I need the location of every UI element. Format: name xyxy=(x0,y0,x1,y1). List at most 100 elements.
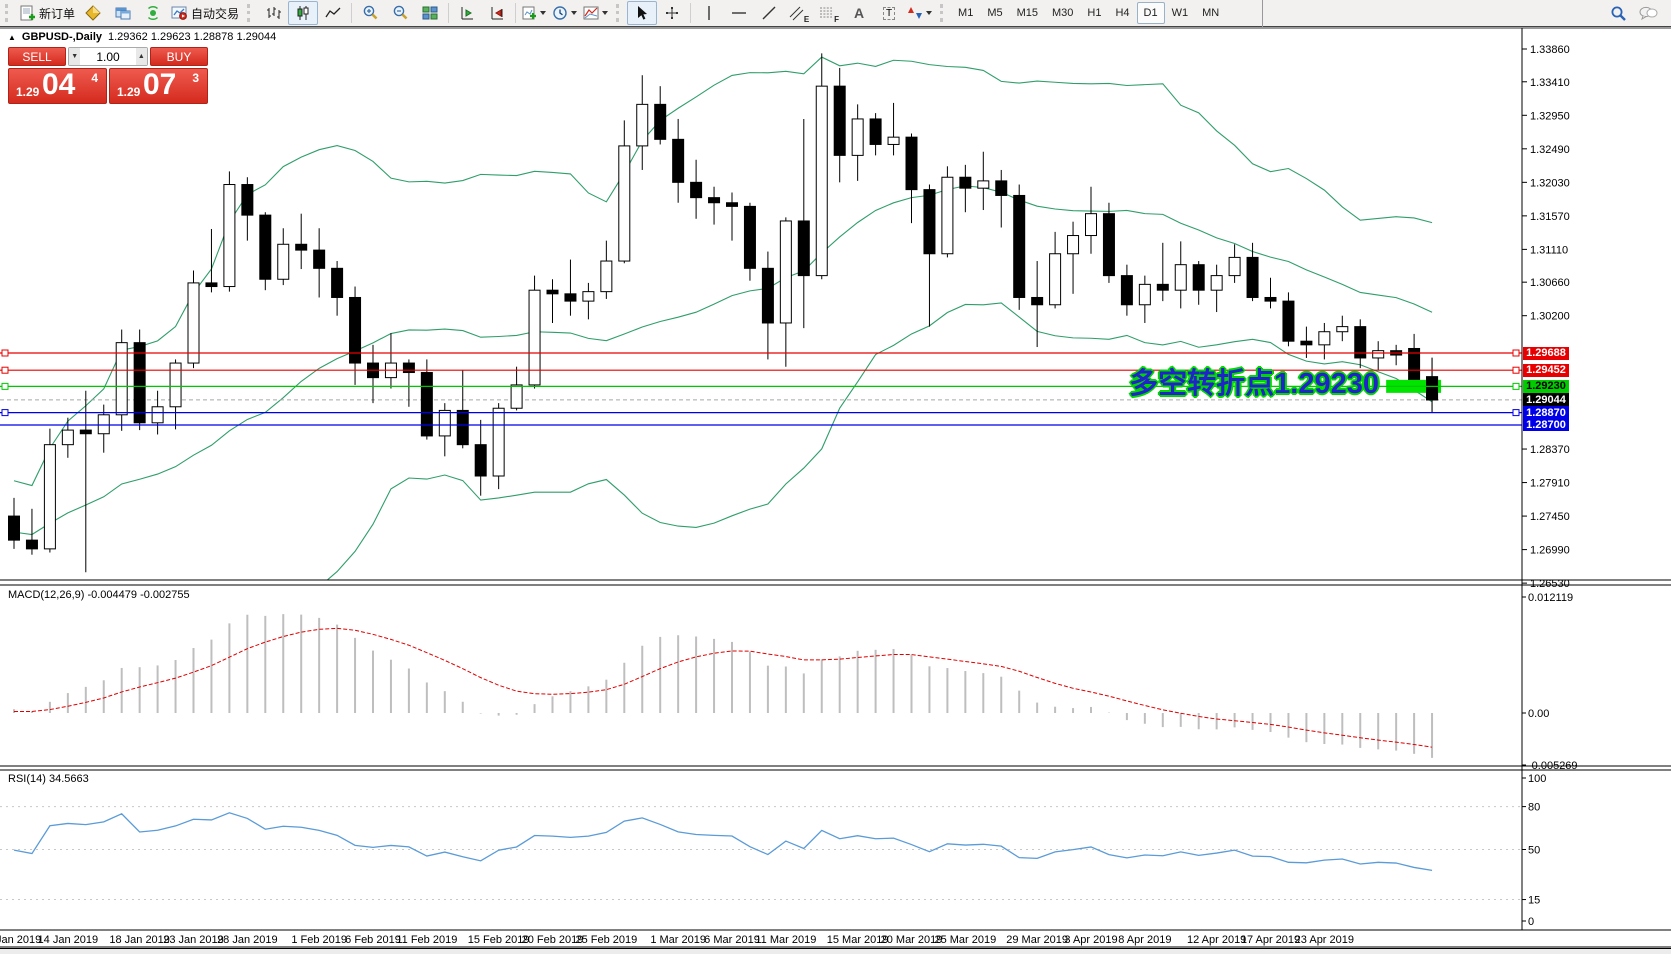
search-button[interactable] xyxy=(1603,1,1633,25)
timeframe-button-h1[interactable]: H1 xyxy=(1087,7,1102,19)
text-icon: A xyxy=(853,5,865,21)
crosshair-button[interactable] xyxy=(657,1,687,25)
toolbar-grip[interactable] xyxy=(5,4,13,22)
candle xyxy=(1192,261,1205,305)
buy-price-prefix: 1.29 xyxy=(117,85,141,99)
rsi-line xyxy=(13,812,1433,872)
candle xyxy=(923,184,936,327)
candle xyxy=(43,428,56,553)
timeframe-button-mn[interactable]: MN xyxy=(1202,7,1220,19)
horizontal-line-button[interactable] xyxy=(724,1,754,25)
candle xyxy=(1138,275,1151,323)
candle xyxy=(241,177,254,241)
line-handle[interactable] xyxy=(1512,409,1520,417)
line-handle[interactable] xyxy=(1512,349,1520,357)
buy-price-box[interactable]: 1.29 07 3 xyxy=(109,68,208,104)
buy-button[interactable]: BUY xyxy=(150,47,208,66)
signals-button[interactable] xyxy=(138,1,168,25)
channel-icon xyxy=(789,6,804,21)
line-handle[interactable] xyxy=(1512,366,1520,374)
chart-annotation-text[interactable]: 多空转折点1.29230 xyxy=(1129,368,1379,400)
equidistant-channel-button[interactable]: E xyxy=(784,1,814,25)
candle xyxy=(1282,292,1295,347)
price-axis-tick: 1.33860 xyxy=(1530,44,1570,56)
auto-scroll-button[interactable] xyxy=(452,1,482,25)
timeframe-button-d1[interactable]: D1 xyxy=(1136,2,1165,24)
line-handle[interactable] xyxy=(1,349,9,357)
new-order-button[interactable]: 新订单 xyxy=(16,1,78,25)
indicators-button[interactable] xyxy=(580,1,611,25)
collapse-arrow-icon[interactable]: ▲ xyxy=(8,32,16,42)
candlestick-chart-button[interactable] xyxy=(288,1,319,25)
date-axis-label: 20 Feb 2019 xyxy=(522,934,584,946)
trendline-button[interactable] xyxy=(754,1,784,25)
timeframe-button-w1[interactable]: W1 xyxy=(1171,7,1189,19)
periods-button[interactable] xyxy=(549,1,580,25)
sell-price-big: 04 xyxy=(42,68,76,101)
toolbar-separator xyxy=(448,3,450,23)
fibonacci-button[interactable]: F xyxy=(814,1,844,25)
timeframe-button-m5[interactable]: M5 xyxy=(987,7,1003,19)
volume-increase-button[interactable]: ▲ xyxy=(135,48,147,65)
toolbar-grip[interactable] xyxy=(616,4,624,22)
date-axis-label: 8 Apr 2019 xyxy=(1118,934,1171,946)
cursor-button[interactable] xyxy=(627,1,658,25)
rsi-axis-label: 0 xyxy=(1528,916,1534,928)
timeframe-button-h4[interactable]: H4 xyxy=(1115,7,1130,19)
rsi-panel xyxy=(0,806,1522,901)
autotrading-button[interactable]: 自动交易 xyxy=(168,1,242,25)
zoom-out-button[interactable] xyxy=(385,1,415,25)
toolbar-grip[interactable] xyxy=(940,4,948,22)
arrows-button[interactable] xyxy=(904,1,935,25)
new-chart-icon xyxy=(522,6,537,20)
tile-windows-button[interactable] xyxy=(415,1,445,25)
price-level-badge: 1.29044 xyxy=(1523,393,1569,407)
volume-input[interactable] xyxy=(80,48,136,65)
line-handle[interactable] xyxy=(1,409,9,417)
chevron-down-icon xyxy=(926,11,933,15)
toolbar-right xyxy=(1262,0,1663,27)
price-axis-tick: 1.27910 xyxy=(1530,478,1570,490)
vertical-line-button[interactable] xyxy=(694,1,724,25)
candle xyxy=(1067,221,1080,294)
chart-windows-icon xyxy=(115,7,131,20)
candle xyxy=(618,120,631,264)
candle xyxy=(331,261,344,316)
window-bottom-edge xyxy=(0,948,1671,954)
date-axis-label: 25 Mar 2019 xyxy=(934,934,996,946)
timeframe-button-m15[interactable]: M15 xyxy=(1016,7,1038,19)
candle xyxy=(1102,202,1115,283)
text-button[interactable]: A xyxy=(844,1,874,25)
line-chart-button[interactable] xyxy=(318,1,348,25)
candle xyxy=(977,151,990,211)
line-handle[interactable] xyxy=(1512,382,1520,390)
timeframe-button-m1[interactable]: M1 xyxy=(958,7,974,19)
sell-price-box[interactable]: 1.29 04 4 xyxy=(8,68,107,104)
line-handle[interactable] xyxy=(1,366,9,374)
toolbar-grip[interactable] xyxy=(247,4,255,22)
chart-shift-button[interactable] xyxy=(482,1,512,25)
market-watch-button[interactable] xyxy=(78,1,108,25)
candle xyxy=(761,251,774,360)
bar-chart-button[interactable] xyxy=(258,1,288,25)
candle xyxy=(1031,261,1044,348)
sell-price-pipette: 4 xyxy=(91,71,98,85)
candle xyxy=(654,86,667,145)
new-chart-button[interactable] xyxy=(519,1,549,25)
timeframe-button-m30[interactable]: M30 xyxy=(1052,7,1074,19)
chart-windows-button[interactable] xyxy=(108,1,138,25)
candle xyxy=(743,202,756,281)
volume-decrease-button[interactable]: ▼ xyxy=(69,48,81,65)
text-label-button[interactable]: T xyxy=(874,1,904,25)
date-axis-label: 9 Jan 2019 xyxy=(0,934,41,946)
volume-stepper: ▼ ▲ xyxy=(68,47,148,66)
chat-icon xyxy=(1639,6,1658,21)
chat-button[interactable] xyxy=(1633,1,1663,25)
candle xyxy=(851,104,864,181)
sell-button[interactable]: SELL xyxy=(8,47,66,66)
date-axis-label: 14 Jan 2019 xyxy=(38,934,99,946)
date-axis-label: 6 Mar 2019 xyxy=(704,934,760,946)
line-handle[interactable] xyxy=(1,382,9,390)
zoom-in-button[interactable] xyxy=(355,1,385,25)
date-axis-label: 1 Feb 2019 xyxy=(291,934,347,946)
